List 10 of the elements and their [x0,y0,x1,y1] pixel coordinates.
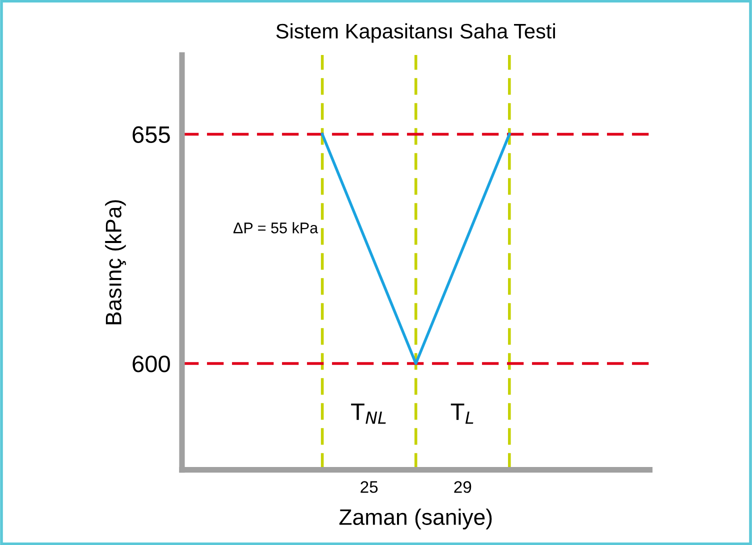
x-axis-title: Zaman (saniye) [339,508,492,530]
chart-title: Sistem Kapasitansı Saha Testi [276,23,555,43]
annotation: T$_{L}$ [450,404,474,424]
text: 29 [454,481,472,493]
y-tick-label: 600 [132,356,170,372]
annotation: T$_{NL}$ [351,404,386,424]
y-tick-label: 655 [132,126,170,144]
y-axis-title: Basınç (kPa) [105,200,126,324]
text: 25 [360,481,378,493]
annotation: ΔP = 55 kPa [233,222,318,234]
